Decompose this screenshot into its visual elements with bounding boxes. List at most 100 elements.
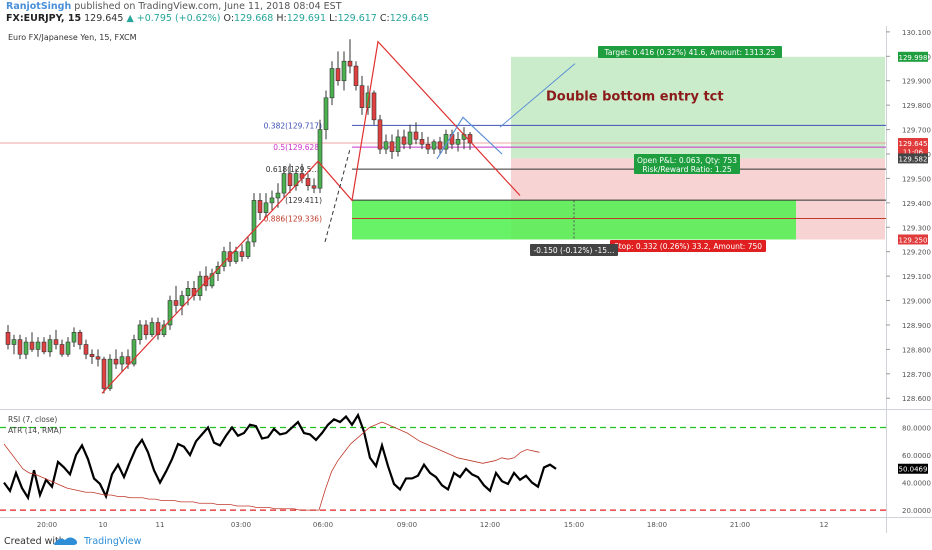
candle-body	[131, 339, 137, 365]
candle-body	[371, 92, 377, 121]
fib-levels: 0.382(129.717) 0.5(129.628) 0.618(129.5…) (…	[264, 121, 886, 223]
atr-line	[3, 421, 540, 511]
candle-body	[113, 358, 119, 365]
candle-body	[287, 173, 293, 187]
fib-label: (129.411)	[285, 196, 322, 205]
time-tick-label: 11	[156, 521, 165, 529]
price-badge	[898, 51, 928, 62]
time-tick-label: 03:00	[231, 521, 251, 529]
price-tick-label: 130.100	[902, 29, 931, 37]
candle-body	[77, 331, 83, 345]
time-tick-label: 10	[99, 521, 108, 529]
stop-label-text: Stop: 0.332 (0.26%) 33.2, Amount: 750	[614, 242, 762, 251]
candle-body	[395, 136, 401, 152]
chart-header: RanjotSingh published on TradingView.com…	[0, 0, 932, 26]
time-tick-label: 06:00	[313, 521, 333, 529]
candle-body	[143, 324, 149, 336]
price-tick-label: 129.300	[902, 224, 931, 232]
candle-body	[263, 202, 269, 213]
indicator-tick-label: 20.0000	[902, 507, 931, 515]
measure-label-bg	[530, 244, 618, 256]
price-tick-label: 129.200	[902, 249, 931, 257]
price-change: ▲ +0.795 (+0.62%)	[126, 13, 221, 24]
candle-body	[401, 136, 407, 145]
close-label: C:	[379, 13, 390, 24]
candle-body	[341, 60, 347, 82]
candle-body	[29, 341, 35, 350]
rsi-last-text: 50.0469	[899, 466, 928, 474]
candle-body	[455, 139, 461, 145]
price-badge	[898, 138, 928, 149]
indicator-tick-label: 80.0000	[902, 425, 931, 433]
candle-body	[275, 192, 281, 199]
candle-body	[389, 141, 395, 152]
author-link[interactable]: RanjotSingh	[6, 1, 72, 12]
price-tick-label: 128.800	[902, 346, 931, 354]
atr-label: ATR (14, RMA)	[8, 426, 62, 435]
candle-body	[59, 344, 65, 355]
candle-body	[221, 251, 227, 267]
price-badge-text: 129.582	[899, 155, 928, 163]
candle-body	[161, 324, 167, 336]
candle-body	[215, 266, 221, 274]
pnl-label-bg	[634, 154, 740, 174]
candle-body	[377, 119, 383, 150]
candle-body	[65, 341, 71, 355]
price-badge	[898, 153, 928, 164]
price-tick-label: 128.900	[902, 322, 931, 330]
candle-body	[329, 68, 335, 99]
candle-body	[335, 68, 341, 82]
candle-body	[17, 339, 23, 355]
price-badge	[898, 146, 928, 157]
candle-body	[95, 356, 101, 360]
price-tick-label: 129.000	[902, 298, 931, 306]
candle-body	[107, 358, 113, 389]
price-badge-text: 11:06	[903, 149, 924, 157]
price-badge-text: 129.645	[899, 140, 928, 148]
candle-body	[425, 143, 431, 150]
created-with-label: Created with	[4, 536, 65, 547]
symbol[interactable]: FX:EURJPY, 15	[6, 13, 82, 24]
candle-body	[53, 339, 59, 345]
tradingview-logo-icon	[53, 537, 78, 545]
candle-body	[239, 251, 245, 257]
low-label: L:	[329, 13, 338, 24]
time-tick-label: 18:00	[647, 521, 667, 529]
price-badge	[898, 234, 928, 245]
candle-body	[431, 141, 437, 150]
candle-body	[257, 200, 263, 213]
target-zone	[511, 56, 885, 159]
candle-body	[233, 251, 239, 262]
candle-body	[149, 322, 155, 336]
candle-body	[347, 60, 353, 67]
footer: Created with TradingView	[0, 533, 932, 550]
last-price: 129.645	[84, 13, 124, 24]
target-label-bg	[598, 46, 782, 58]
price-tick-label: 129.400	[902, 200, 931, 208]
pnl-label-text: Risk/Reward Ratio: 1.25	[642, 165, 731, 174]
candle-body	[305, 178, 311, 187]
candle-body	[311, 185, 317, 189]
time-tick-label: 12:00	[480, 521, 500, 529]
candle-body	[101, 358, 107, 389]
candle-body	[407, 131, 413, 145]
tradingview-brand[interactable]: TradingView	[84, 536, 142, 547]
candle-body	[185, 288, 191, 296]
candle-body	[47, 339, 53, 353]
candle-body	[251, 200, 257, 243]
high-label: H:	[276, 13, 287, 24]
price-tick-label: 128.600	[902, 395, 931, 403]
fib-label: 0.382(129.717)	[264, 121, 322, 130]
candle-body	[11, 339, 17, 345]
candle-body	[125, 356, 131, 365]
rsi-label: RSI (7, close)	[8, 415, 57, 424]
candle-body	[173, 300, 179, 306]
low-value: 129.617	[337, 13, 377, 24]
candle-body	[437, 141, 443, 150]
candle-body	[41, 341, 47, 353]
measure-label-text: -0.150 (-0.12%) -15…	[533, 246, 614, 255]
candle-body	[419, 139, 425, 145]
